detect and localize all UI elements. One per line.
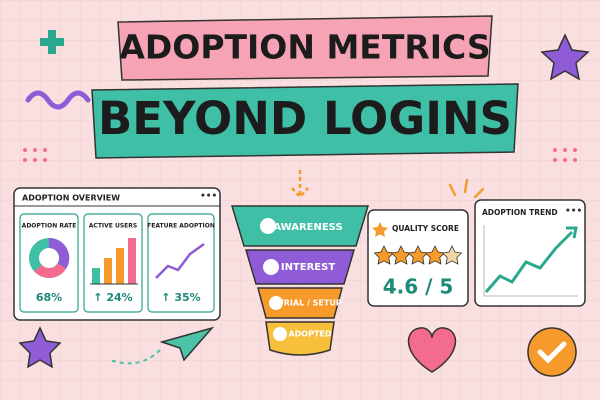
decorations (18, 30, 590, 377)
card-value: ↑ 35% (161, 291, 200, 304)
overview-card: ADOPTION OVERVIEW ••• ADOPTION RATE ACTI… (13, 187, 221, 321)
funnel-stage: INTEREST (281, 262, 335, 273)
card-label: FEATURE ADOPTION (147, 223, 215, 230)
quality-title: QUALITY SCORE (392, 224, 459, 233)
trend-title: ADOPTION TREND (482, 208, 558, 217)
overview-title: ADOPTION OVERVIEW (22, 194, 120, 203)
card-value: 68% (36, 291, 62, 304)
title-line-1: ADOPTION METRICS (119, 28, 490, 67)
card-value: ↑ 24% (93, 291, 132, 304)
quality-card: QUALITY SCORE 4.6 / 5 (367, 209, 469, 307)
funnel-stage: TRIAL / SETUP (278, 299, 342, 308)
funnel-stage: AWARENESS (273, 222, 342, 233)
title-line-2: BEYOND LOGINS (98, 92, 512, 145)
funnel-stage: ADOPTED (288, 330, 331, 339)
quality-value: 4.6 / 5 (383, 275, 454, 299)
svg-text:•••: ••• (565, 207, 582, 217)
card-label: ACTIVE USERS (89, 223, 137, 230)
title-banner: ADOPTION METRICS BEYOND LOGINS (91, 15, 519, 159)
funnel: AWARENESS INTEREST TRIAL / SETUP ADOPTED (230, 205, 370, 356)
trend-card: ADOPTION TREND ••• (474, 199, 586, 307)
card-label: ADOPTION RATE (22, 223, 77, 230)
svg-text:•••: ••• (200, 192, 217, 202)
